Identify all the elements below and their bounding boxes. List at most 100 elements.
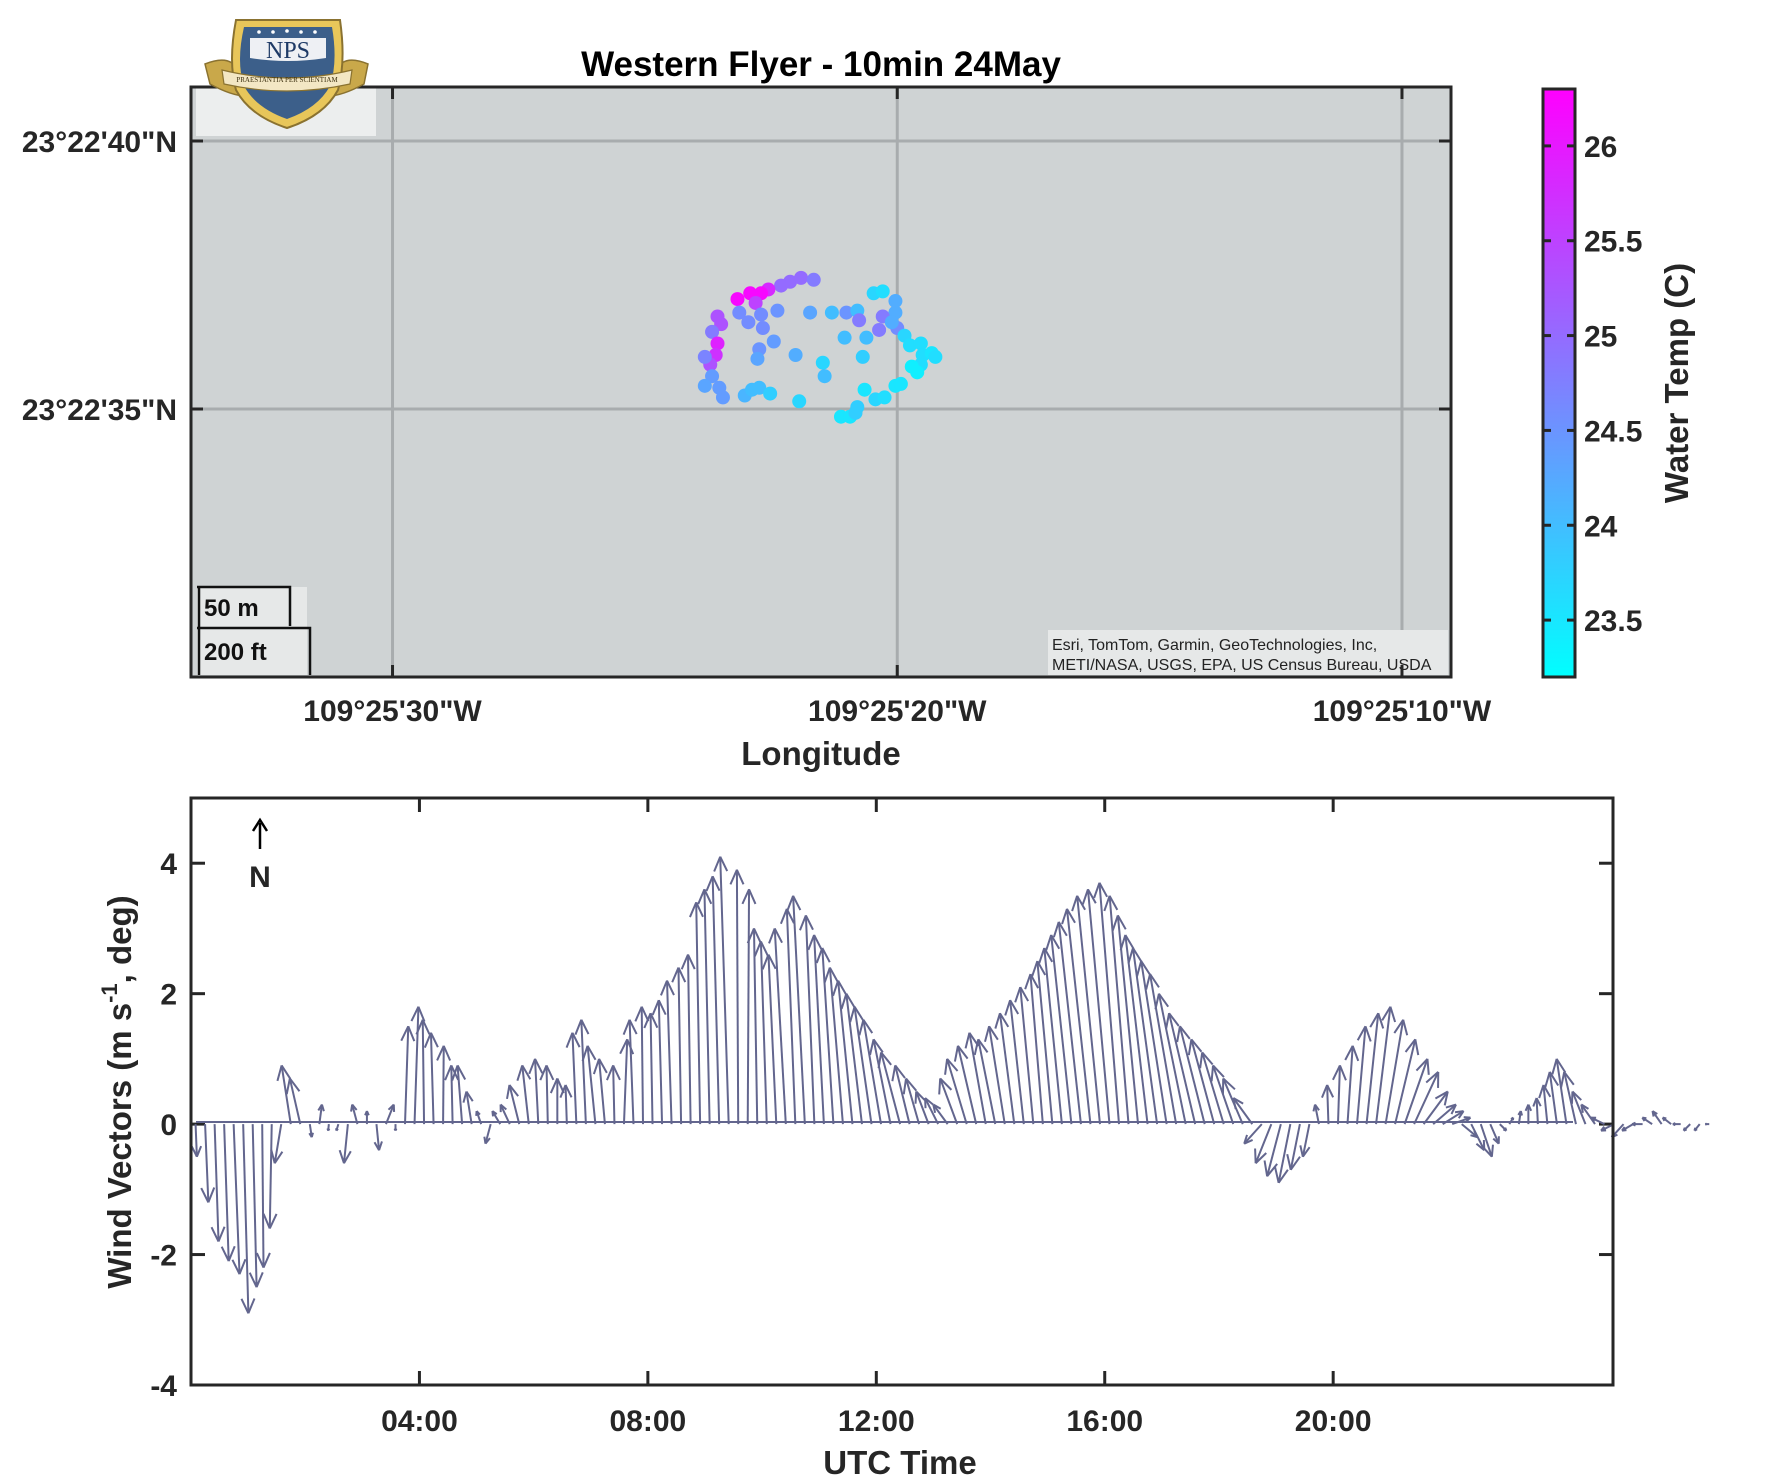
wind-arrow [729, 869, 745, 1125]
wind-arrow [1451, 1116, 1472, 1126]
wind-arrow [1286, 1123, 1301, 1171]
wind-arrow [660, 980, 675, 1125]
wind-arrow [1508, 1116, 1515, 1125]
wind-arrow [1524, 1104, 1533, 1125]
map-point [792, 394, 807, 409]
map-point [817, 369, 832, 384]
wind-arrow [1014, 986, 1035, 1125]
wind-arrow [697, 888, 713, 1125]
wind-arrow [276, 1064, 292, 1125]
wind-arrow [1422, 1090, 1449, 1125]
map-point [852, 313, 867, 328]
map-point [710, 336, 725, 351]
wind-arrow [1199, 1051, 1225, 1125]
wind-arrow [220, 1124, 236, 1262]
wind-x-tick-label: 16:00 [1066, 1405, 1143, 1438]
map-point [837, 330, 852, 345]
logo-motto: PRAESTANTIA PER SCIENTIAM [236, 76, 338, 84]
wind-arrow [1221, 1077, 1244, 1125]
wind-arrow [953, 1045, 978, 1125]
wind-arrow [799, 914, 816, 1125]
wind-arrow [1136, 960, 1168, 1125]
wind-arrow [1413, 1071, 1440, 1125]
wind-arrow [1038, 947, 1063, 1125]
map-point [710, 309, 725, 324]
wind-x-tick-label: 08:00 [610, 1405, 687, 1438]
scale-label-feet: 200 ft [204, 639, 267, 666]
wind-x-label: UTC Time [823, 1444, 976, 1476]
wind-arrow [1517, 1110, 1524, 1125]
wind-arrow [335, 1123, 340, 1132]
wind-arrow [1365, 1012, 1385, 1125]
wind-ticks: 04:00 08:00 12:00 16:00 20:00 -4 -2 0 2 4 [150, 798, 1613, 1438]
wind-arrow [1661, 1116, 1672, 1125]
map-point [806, 272, 821, 287]
wind-arrow [1187, 1038, 1216, 1125]
wind-arrow [565, 1032, 581, 1125]
wind-arrow [741, 888, 757, 1125]
wind-arrow [1093, 882, 1121, 1125]
map-x-label: Longitude [741, 735, 900, 772]
wind-arrow [581, 1045, 597, 1125]
wind-arrow [622, 1019, 638, 1125]
wind-arrow [1560, 1071, 1577, 1125]
wind-y-tick-label: -2 [150, 1240, 177, 1273]
wind-arrow [592, 1058, 608, 1125]
north-indicator: N [249, 817, 271, 894]
map-point [788, 348, 803, 363]
attribution-line-2: METI/NASA, USGS, EPA, US Census Bureau, … [1052, 657, 1432, 674]
wind-arrow [671, 967, 687, 1125]
wind-arrow [1024, 973, 1044, 1125]
wind-arrow [1165, 1012, 1197, 1125]
wind-arrow [516, 1064, 532, 1125]
scale-label-meters: 50 m [204, 595, 259, 622]
wind-arrow [1254, 1123, 1273, 1164]
map-ticks: 109°25'30"W 109°25'20"W 109°25'10"W 23°22'4… [22, 87, 1492, 728]
map-point [875, 284, 890, 299]
wind-arrow [483, 1123, 492, 1145]
wind-arrow [1570, 1090, 1587, 1125]
wind-arrow [924, 1097, 940, 1125]
wind-arrow [1243, 1123, 1263, 1145]
wind-y-tick-label: 4 [160, 848, 177, 881]
wind-arrow [491, 1110, 502, 1125]
wind-arrow [779, 908, 797, 1125]
map-point [902, 338, 917, 353]
map-point [741, 315, 756, 330]
map-point [872, 322, 887, 337]
map-point [766, 334, 781, 349]
wind-arrow [400, 1025, 416, 1125]
map-point [697, 378, 712, 393]
wind-arrow [308, 1123, 314, 1138]
wind-arrow [1274, 1123, 1292, 1184]
wind-x-tick-label: 12:00 [838, 1405, 915, 1438]
wind-arrow [1176, 1025, 1206, 1125]
wind-arrow [786, 895, 806, 1125]
wind-arrow [1263, 1123, 1282, 1177]
wind-arrow [973, 1038, 997, 1125]
wind-arrow [1312, 1103, 1320, 1125]
map-point [884, 315, 899, 330]
wind-arrow [393, 1124, 398, 1132]
wind-arrow [1332, 1064, 1347, 1125]
wind-arrow [840, 993, 863, 1125]
wind-arrow [385, 1103, 396, 1125]
wind-arrow [1081, 888, 1111, 1125]
nps-logo: NPS PRAESTANTIA PER SCIENTIAM [204, 19, 369, 130]
wind-arrow [1232, 1097, 1254, 1125]
wind-arrow [1103, 895, 1130, 1125]
map-point [904, 359, 919, 374]
colorbar-label: Water Temp (C) [1658, 263, 1695, 503]
wind-arrow [768, 927, 787, 1125]
wind-arrow [373, 1124, 383, 1151]
wind-arrow [574, 1019, 590, 1125]
wind-arrow [938, 1077, 959, 1125]
wind-arrow [270, 1123, 284, 1164]
map-x-tick-label: 109°25'20"W [808, 695, 987, 728]
wind-arrow [713, 856, 730, 1125]
map-point [748, 295, 763, 310]
wind-arrow [1682, 1123, 1691, 1132]
wind-arrow [1061, 908, 1092, 1125]
wind-arrow [1672, 1122, 1681, 1127]
wind-y-label: Wind Vectors (m s-1, deg) [97, 895, 138, 1288]
